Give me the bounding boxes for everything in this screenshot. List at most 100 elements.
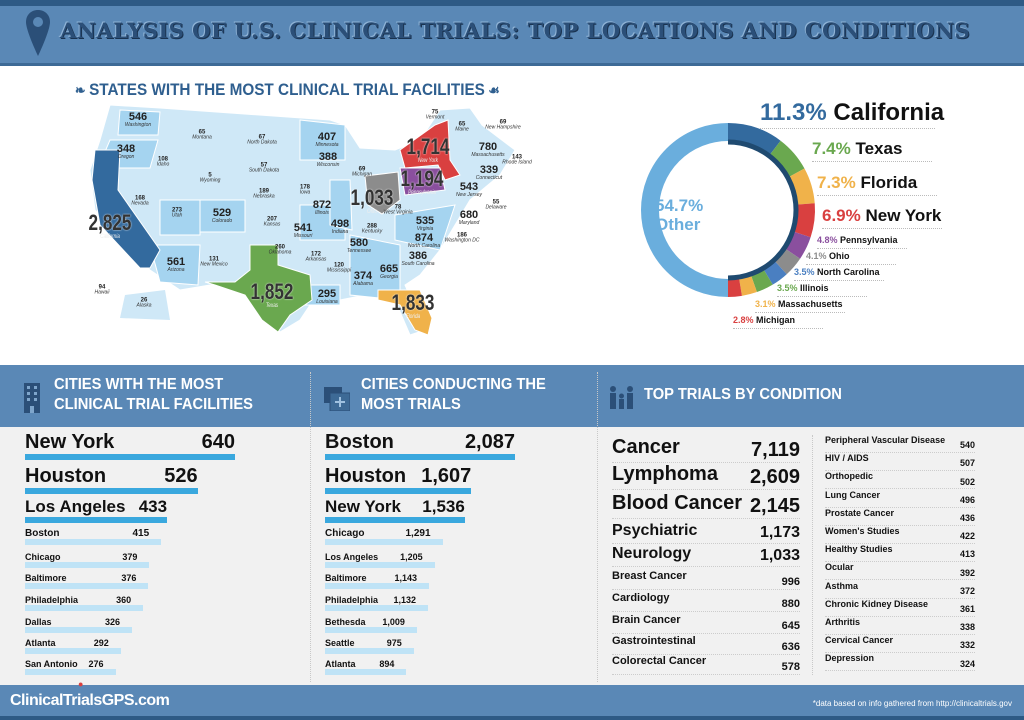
bar [325,605,429,611]
state-florida [377,289,433,336]
state-california [91,149,161,269]
state-value: 94 [98,284,106,291]
state-value: 131 [208,256,220,263]
bar-label: New York [25,431,115,453]
bar-label: Chicago [25,552,61,562]
legend-pct: 2.8% [733,315,754,325]
state-name: Louisiana [316,299,338,305]
state-name: Vermont [425,114,445,121]
bar-row: Houston 526 [25,464,198,494]
condition-value: 880 [781,597,800,610]
state-name: Mississippi [326,267,352,274]
condition-name: Chronic Kidney Disease [825,598,929,609]
state-value: 407 [317,131,337,143]
bar-label: New York [325,497,401,516]
logo-pin-icon: ● [78,679,84,689]
state-label-virginia: 535 Virginia [416,216,434,232]
state-new-york [399,119,461,181]
condition-row: Cancer 7,119 [612,436,800,463]
bar-row: Dallas 326 [25,613,132,633]
state-label-utah: 273 Utah [172,208,183,219]
us-map [89,104,516,336]
condition-row: Brain Cancer 645 [612,614,800,634]
condition-value: 507 [959,458,975,469]
condition-value: 1,033 [759,547,800,565]
state-name: South Dakota [248,167,280,174]
legend-item: 7.3% Florida [817,173,937,196]
state-label-connecticut: 339 Connecticut [476,165,502,181]
legend-pct: 4.8% [817,235,838,245]
state-label-montana: 65 Montana [192,130,211,141]
state-value: 339 [479,164,499,176]
state-value: 26 [140,297,148,304]
state-name: West Virginia [383,209,413,216]
legend-item: 6.9% New York [822,206,942,229]
bar-row: Atlanta 292 [25,634,121,654]
state-colorado [199,199,246,233]
state-washington [117,109,161,136]
condition-name: Cardiology [612,592,670,604]
state-label-georgia: 665 Georgia [380,264,398,280]
state-value: 178 [299,184,310,191]
state-value: 1,852 [250,279,294,304]
state-name: Wyoming [199,177,221,184]
state-name: South Carolina [401,261,435,267]
bar [325,562,435,568]
bar-value: 360 [116,595,132,605]
condition-name: Cervical Cancer [825,635,894,646]
condition-name: Peripheral Vascular Disease [825,435,946,445]
map-pin-icon [26,10,50,56]
bar-row: New York 640 [25,430,235,460]
state-label-kentucky: 288 Kentucky [362,224,383,235]
state-label-arkansas: 172 Arkansas [306,252,327,263]
state-label-maryland: 680 Maryland [459,210,480,226]
bar [25,605,144,611]
legend-label: Ohio [829,251,850,261]
state-value: 172 [310,251,321,258]
state-value: 543 [459,181,479,193]
state-value: 189 [258,188,269,195]
condition-value: 502 [959,476,975,487]
state-name: Virginia [416,226,434,232]
state-label-south-dakota: 57 South Dakota [249,163,279,174]
state-label-alaska: 26 Alaska [136,298,151,309]
state-value: 680 [459,209,479,221]
donut-slice-pennsylvania [785,231,811,259]
bar-label: Chicago [325,528,365,539]
footer [0,685,1024,720]
conditions-heading: TOP TRIALS BY CONDITION [644,386,842,403]
state-label-new-mexico: 131 New Mexico [200,257,227,268]
state-value: 295 [317,288,337,300]
condition-row: Orthopedic 502 [825,471,975,490]
state-value: 108 [157,156,169,163]
condition-value: 7,119 [751,439,800,461]
state-alaska [120,290,170,320]
bar-label: Houston [25,465,107,487]
legend-pct: 3.5% [777,283,798,293]
condition-value: 392 [959,567,975,578]
condition-row: Cervical Cancer 332 [825,635,975,654]
bar-label: Atlanta [325,659,356,669]
donut-slice-north-carolina [763,260,787,285]
state-name: North Dakota [247,139,277,146]
bar-row: Los Angeles 1,205 [325,548,435,568]
state-name: Georgia [380,274,398,280]
donut-slice-other [641,123,729,297]
bar-row: Chicago 1,291 [325,525,443,545]
bar-label: Boston [25,528,60,539]
state-name: Alaska [136,302,152,309]
state-value: 580 [349,237,369,249]
condition-name: Brain Cancer [612,614,681,626]
other-label: 54.7% Other [655,196,703,234]
state-label-new-hampshire: 69 New Hampshire [485,120,521,131]
bar-value: 1,607 [421,465,472,487]
lists-header-band [0,365,1024,427]
bar-label: Baltimore [25,573,67,583]
condition-value: 578 [781,660,800,673]
state-value: 546 [128,111,148,123]
condition-name: Cancer [612,436,680,458]
state-label-hawaii: 94 Hawaii [94,285,109,296]
condition-row: Lymphoma 2,609 [612,463,800,490]
data-source-note: *data based on info gathered from http:/… [812,699,1012,708]
bar [25,517,168,523]
